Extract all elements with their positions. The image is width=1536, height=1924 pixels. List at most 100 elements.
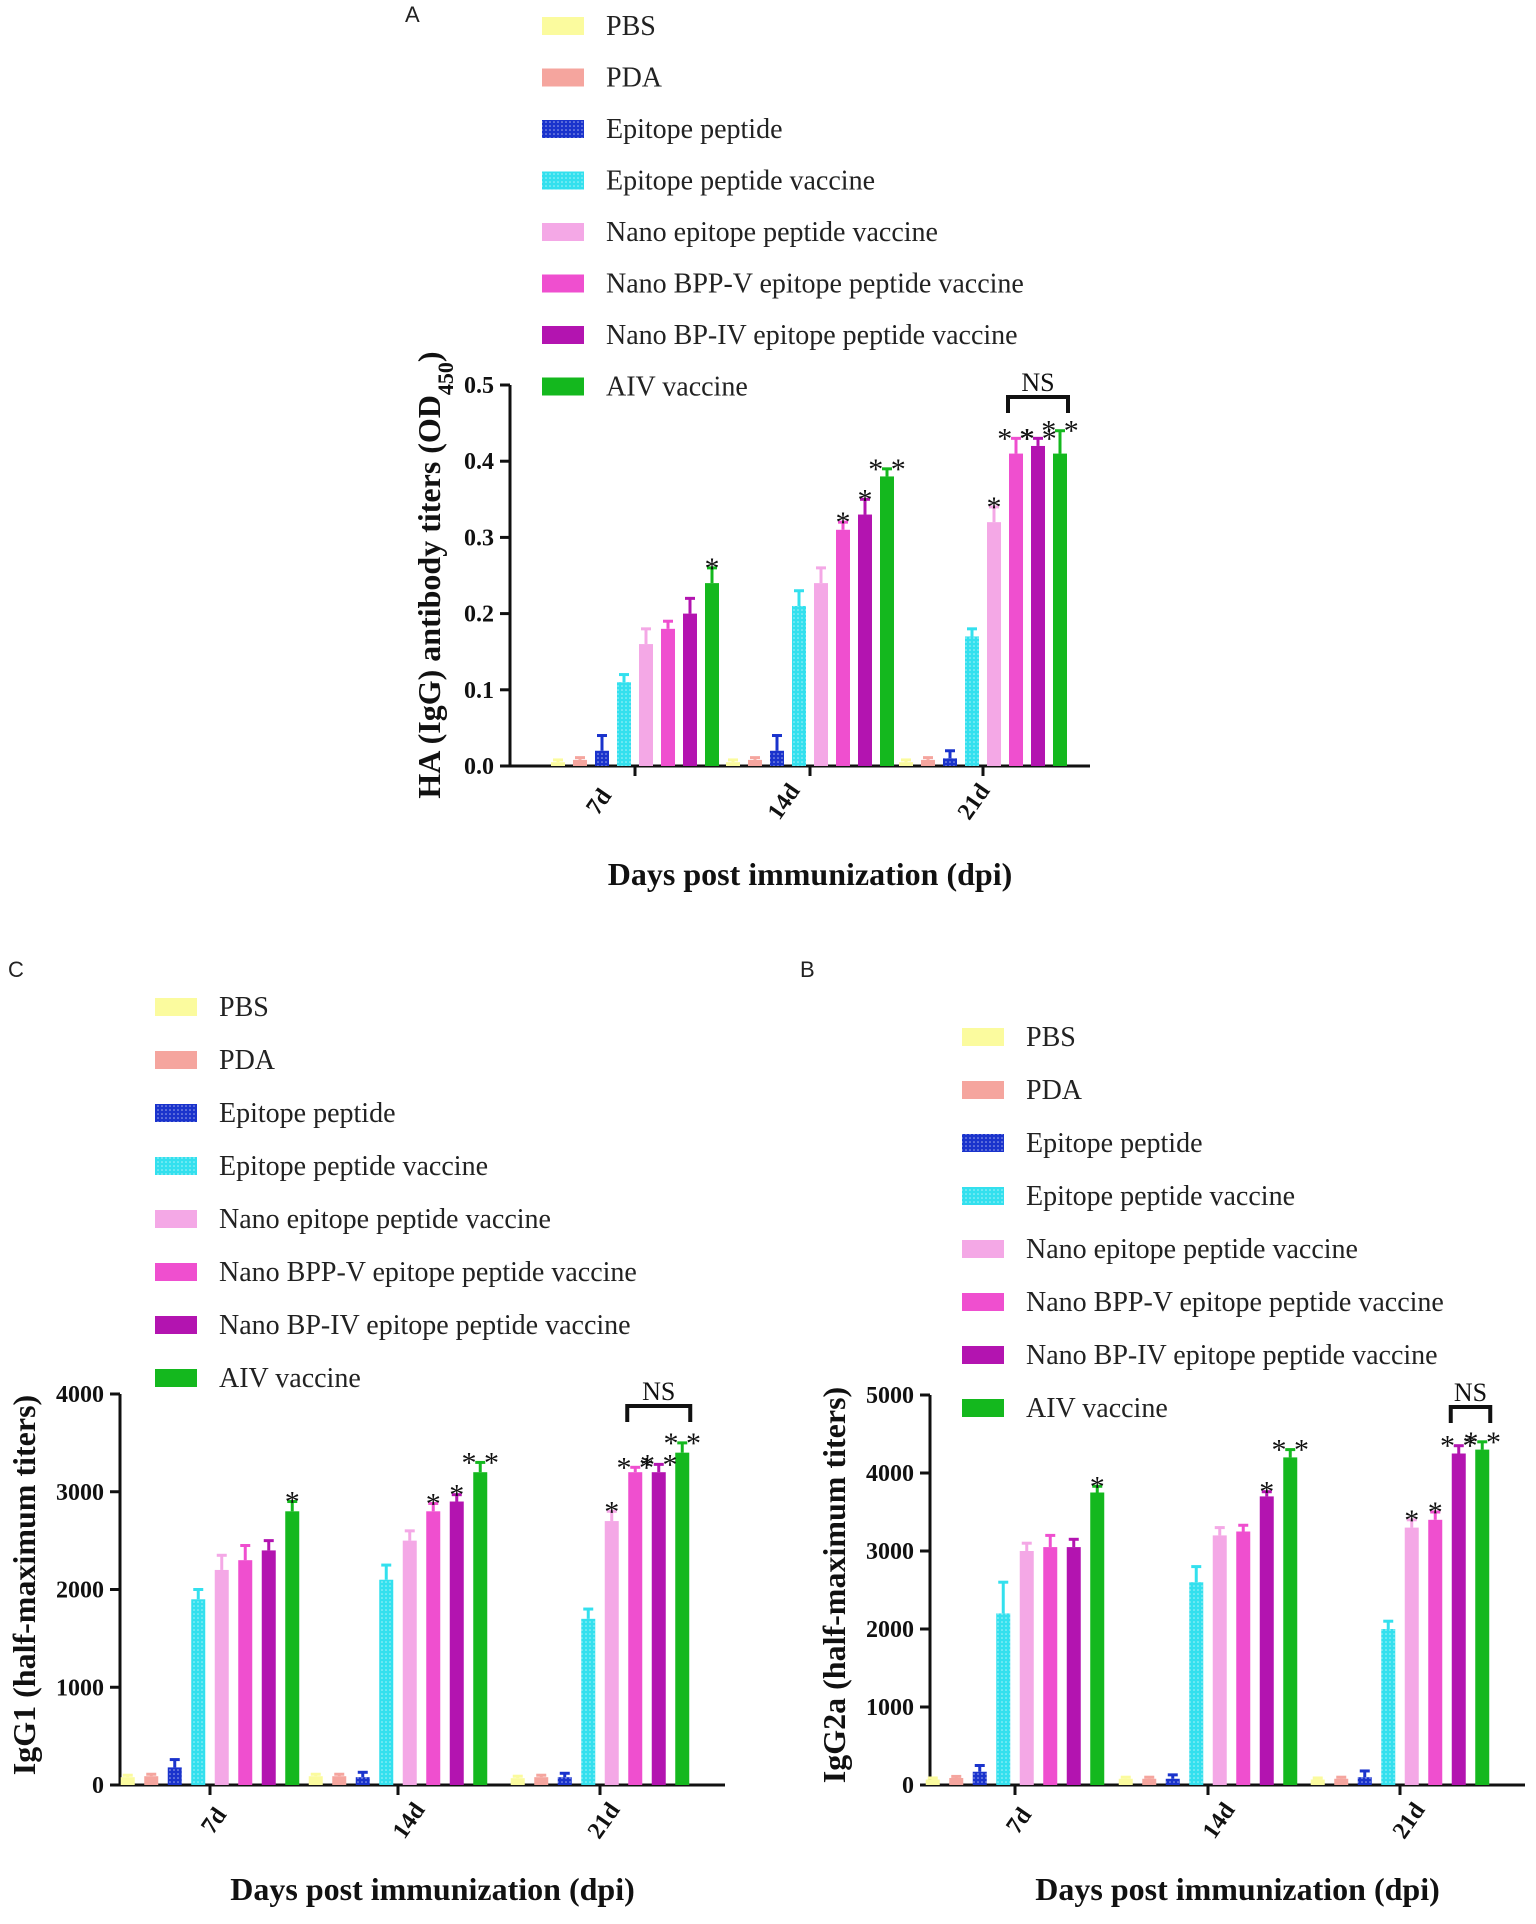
bar-pattern bbox=[1189, 1582, 1204, 1785]
y-tick-label: 5000 bbox=[866, 1383, 914, 1409]
legend-swatch-pattern bbox=[542, 171, 584, 190]
ns-bracket bbox=[1006, 395, 1070, 413]
y-axis-title-main: HA (IgG) antibody titers (OD bbox=[411, 395, 447, 799]
bar bbox=[238, 1560, 253, 1785]
bar bbox=[925, 1779, 940, 1785]
bar bbox=[1142, 1778, 1157, 1785]
bar bbox=[748, 759, 762, 766]
x-tick-label: 14d bbox=[388, 1798, 431, 1844]
bar bbox=[1475, 1449, 1490, 1785]
bar-pattern bbox=[792, 605, 806, 766]
bar bbox=[1066, 1547, 1081, 1785]
bar bbox=[1009, 453, 1023, 766]
bar bbox=[332, 1776, 347, 1785]
bar bbox=[628, 1472, 643, 1785]
ns-bracket bbox=[625, 1404, 693, 1422]
bar-pattern bbox=[1165, 1778, 1180, 1785]
bar bbox=[308, 1776, 323, 1785]
legend-label: PBS bbox=[606, 11, 656, 42]
legend-label: Nano BP-IV epitope peptide vaccine bbox=[1026, 1340, 1438, 1371]
panel-B: B PBS PDA Epitope peptide Epitope peptide va… bbox=[800, 957, 1525, 1907]
significance-star: * bbox=[426, 1487, 441, 1520]
significance-star: * * bbox=[462, 1446, 500, 1479]
legend-label: Epitope peptide bbox=[1026, 1128, 1203, 1159]
bar-pattern bbox=[581, 1618, 596, 1785]
legend-swatch bbox=[155, 1210, 197, 1228]
bar bbox=[551, 762, 565, 766]
y-tick-label: 2000 bbox=[56, 1578, 104, 1604]
significance-star: * bbox=[1259, 1476, 1274, 1509]
legend-swatch bbox=[155, 998, 197, 1016]
bar bbox=[880, 476, 894, 766]
legend: PBS PDA Epitope peptide Epitope peptide vac… bbox=[155, 992, 637, 1394]
y-tick-label: 3000 bbox=[56, 1480, 104, 1506]
bar bbox=[449, 1501, 464, 1785]
bar bbox=[1212, 1535, 1227, 1785]
bar bbox=[705, 583, 719, 766]
legend-swatch bbox=[962, 1346, 1004, 1364]
legend-label: Nano BPP-V epitope peptide vaccine bbox=[606, 269, 1024, 300]
bar-pattern bbox=[595, 750, 609, 766]
significance-star: * * bbox=[868, 453, 906, 486]
ns-label: NS bbox=[1021, 368, 1054, 397]
x-tick-label: 14d bbox=[1198, 1798, 1241, 1844]
legend-swatch bbox=[155, 1369, 197, 1387]
bar bbox=[1259, 1496, 1274, 1785]
x-tick-label: 21d bbox=[1388, 1798, 1431, 1844]
bar-pattern bbox=[1381, 1629, 1396, 1785]
x-axis-title: Days post immunization (dpi) bbox=[230, 1871, 635, 1907]
significance-star: * bbox=[1428, 1496, 1443, 1529]
y-tick-label: 1000 bbox=[866, 1695, 914, 1721]
significance-star: * * bbox=[1272, 1434, 1310, 1467]
bar-pattern bbox=[167, 1767, 182, 1785]
bar bbox=[683, 613, 697, 766]
significance-star: * bbox=[1404, 1504, 1419, 1537]
bar bbox=[651, 1472, 666, 1785]
legend: PBS PDA Epitope peptide Epitope peptide vac… bbox=[542, 11, 1024, 403]
panel-C: C PBS PDA Epitope peptide Epitope peptide va… bbox=[6, 957, 725, 1907]
significance-star: * * bbox=[664, 1427, 702, 1460]
legend-swatch bbox=[542, 68, 584, 87]
x-tick-label: 14d bbox=[763, 779, 806, 825]
bar bbox=[675, 1452, 690, 1785]
y-tick-label: 2000 bbox=[866, 1617, 914, 1643]
legend-label: Epitope peptide bbox=[606, 114, 783, 145]
bar-pattern bbox=[770, 750, 784, 766]
bar bbox=[1404, 1527, 1419, 1785]
significance-star: * bbox=[987, 491, 1002, 524]
x-axis-title: Days post immunization (dpi) bbox=[1035, 1871, 1440, 1907]
legend-label: Epitope peptide vaccine bbox=[219, 1151, 488, 1182]
y-axis-title-sub: 450 bbox=[433, 362, 458, 395]
bar bbox=[285, 1511, 300, 1785]
legend-label: Nano BP-IV epitope peptide vaccine bbox=[606, 320, 1018, 351]
bar bbox=[604, 1521, 619, 1785]
legend-label: PBS bbox=[1026, 1022, 1076, 1053]
bar bbox=[899, 762, 913, 766]
bar bbox=[510, 1778, 525, 1785]
bar-pattern bbox=[943, 758, 957, 766]
y-tick-label: 0.1 bbox=[464, 678, 494, 704]
x-tick-label: 21d bbox=[953, 779, 996, 825]
y-axis-title: IgG1 (half-maximum titers) bbox=[6, 1395, 42, 1775]
legend-swatch bbox=[542, 223, 584, 241]
legend-label: Epitope peptide vaccine bbox=[606, 166, 875, 197]
legend-swatch bbox=[542, 326, 584, 344]
y-tick-label: 4000 bbox=[866, 1461, 914, 1487]
bar bbox=[836, 529, 850, 766]
legend-label: AIV vaccine bbox=[606, 372, 748, 403]
bar-pattern bbox=[1357, 1777, 1372, 1785]
bar bbox=[949, 1777, 964, 1785]
bar bbox=[426, 1511, 441, 1785]
significance-star: * * bbox=[1041, 415, 1079, 448]
bar bbox=[661, 628, 675, 766]
legend-label: PDA bbox=[606, 63, 663, 94]
bar bbox=[1283, 1457, 1298, 1785]
legend-swatch bbox=[962, 1028, 1004, 1046]
ns-label: NS bbox=[1454, 1378, 1487, 1407]
significance-star: * * bbox=[1464, 1426, 1502, 1459]
significance-star: * bbox=[705, 552, 720, 585]
bar-pattern bbox=[996, 1613, 1011, 1785]
legend-swatch bbox=[962, 1081, 1004, 1099]
legend-label: Epitope peptide bbox=[219, 1098, 396, 1129]
